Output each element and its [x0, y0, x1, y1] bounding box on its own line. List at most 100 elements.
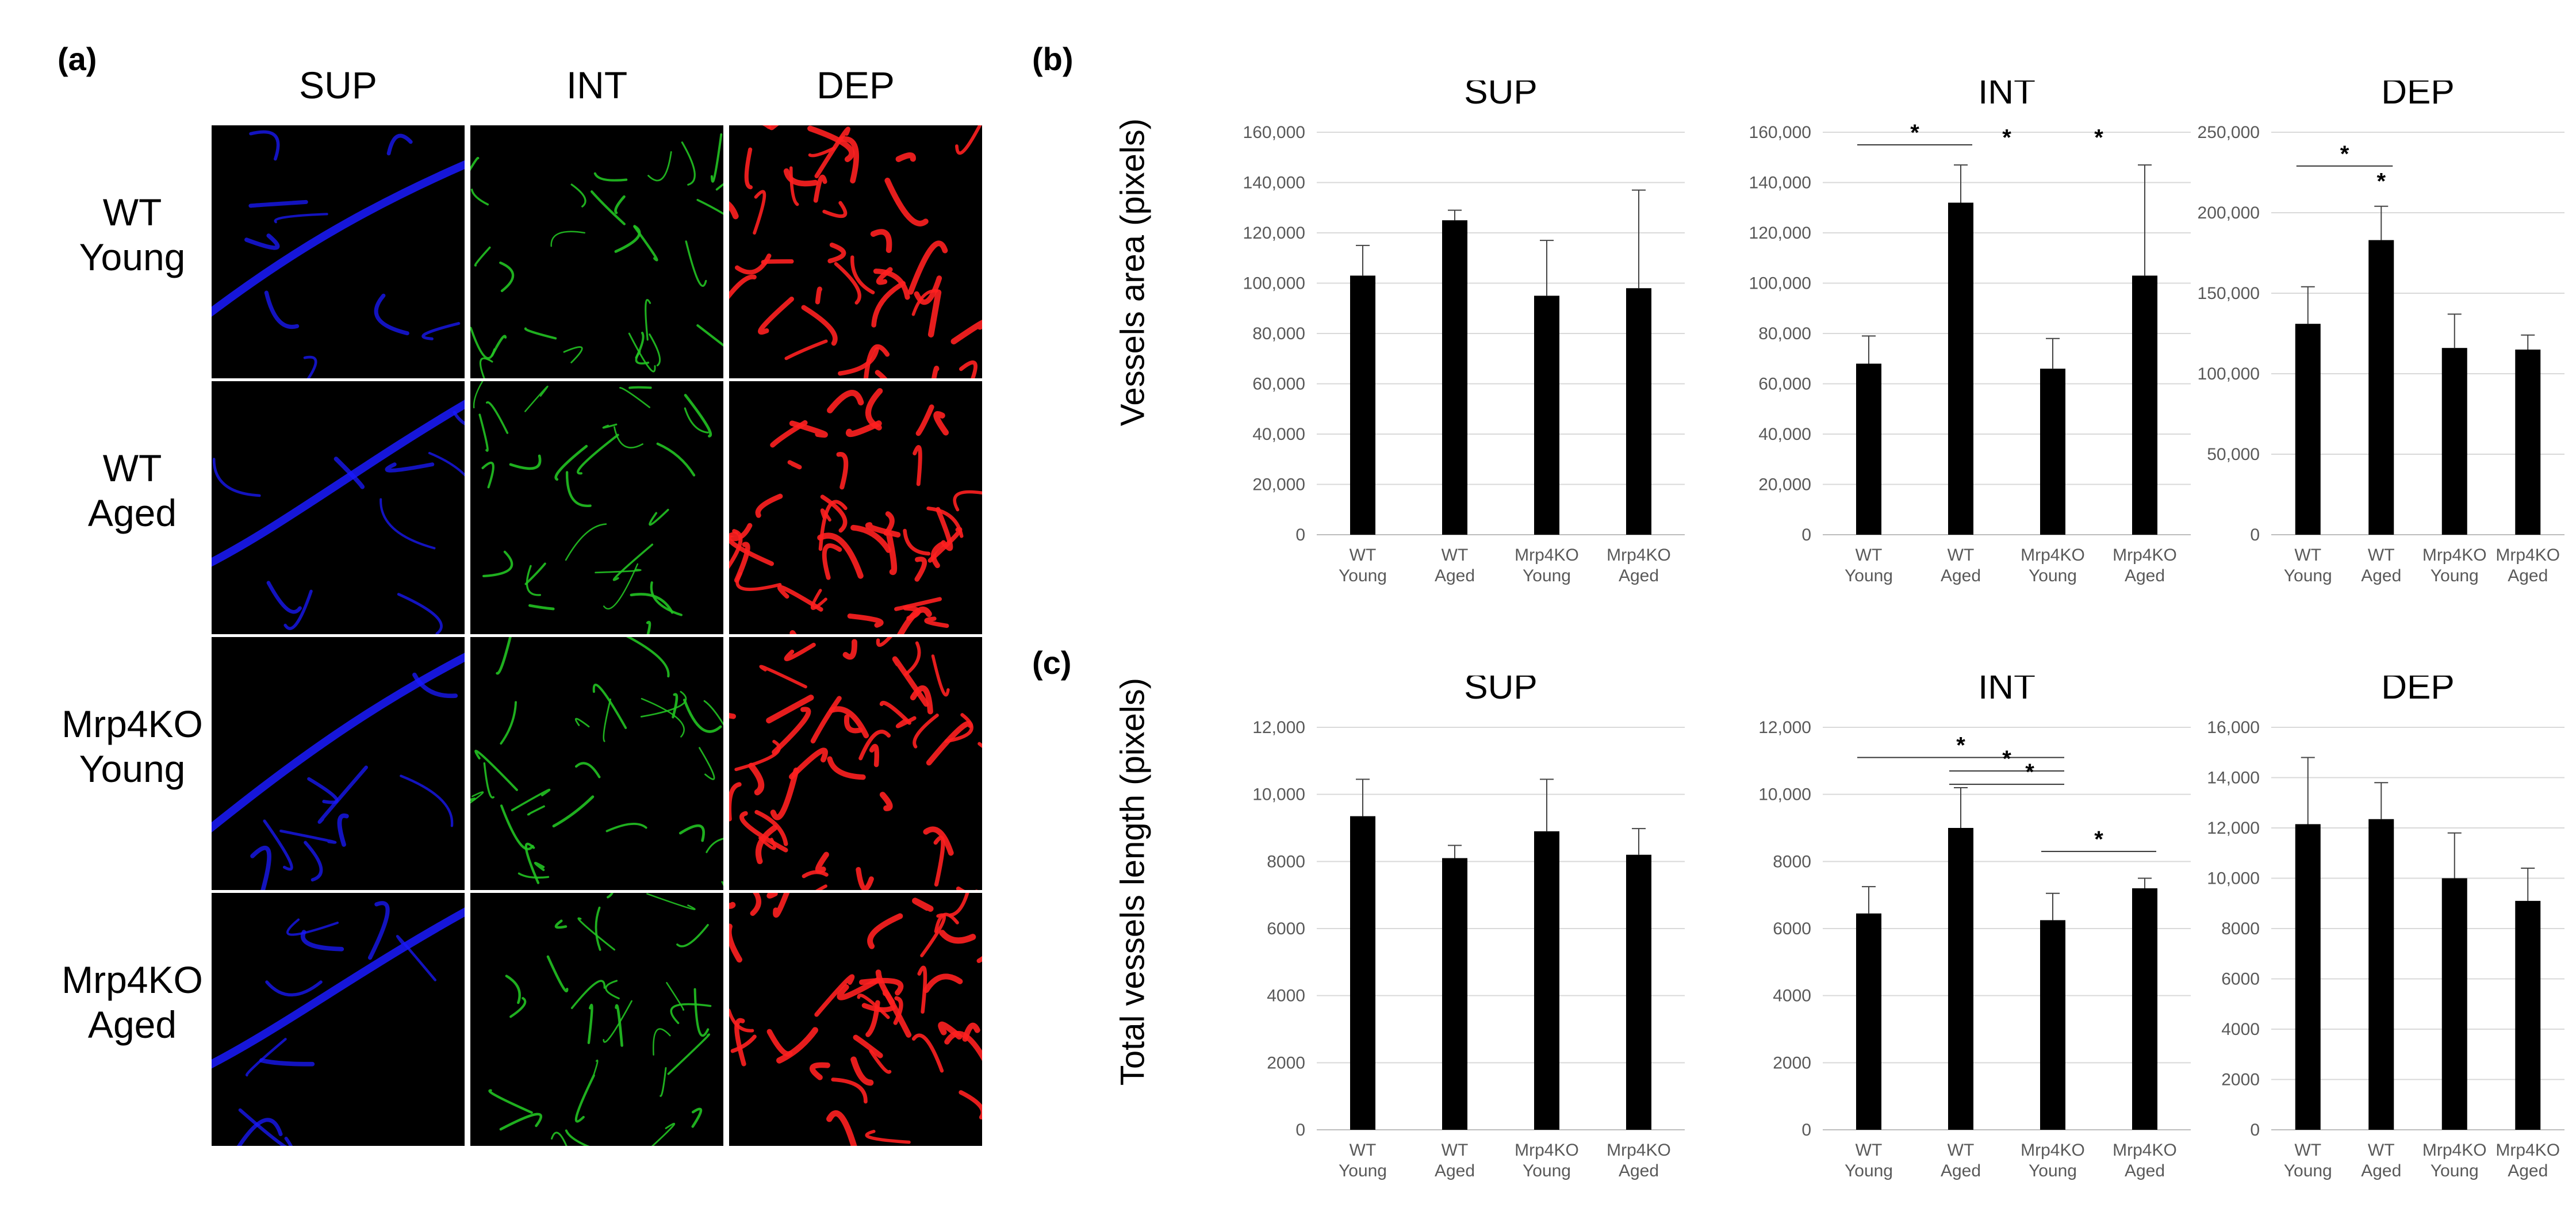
significance-star: *	[2376, 168, 2386, 194]
x-tick-label: WT	[2368, 546, 2395, 565]
bar	[2132, 275, 2157, 535]
y-tick-label: 8000	[1773, 852, 1811, 871]
bar	[1626, 854, 1651, 1130]
x-tick-label: Aged	[2508, 566, 2548, 585]
y-tick-label: 8000	[1267, 852, 1305, 871]
y-tick-label: 80,000	[1252, 324, 1305, 343]
x-tick-label: Aged	[2361, 566, 2401, 585]
bar	[2295, 824, 2321, 1130]
row-label-line: Mrp4KO	[62, 703, 203, 745]
x-tick-label: Mrp4KO	[1607, 1141, 1671, 1160]
significance-star: *	[1910, 120, 1919, 145]
x-tick-label: Mrp4KO	[2021, 546, 2085, 565]
significance-star: *	[2094, 125, 2103, 151]
bar	[1856, 913, 1881, 1130]
x-tick-label: Mrp4KO	[2422, 546, 2487, 565]
chart-title: SUP	[1464, 676, 1537, 707]
chart-c-int: INT0200040006000800010,00012,000WTYoungW…	[1758, 676, 2191, 1180]
bar	[1534, 296, 1559, 535]
x-tick-label: WT	[1350, 1141, 1377, 1160]
row-label-mrp4ko-aged: Mrp4KO Aged	[57, 957, 207, 1047]
chart-title: DEP	[2381, 676, 2454, 707]
significance-star: *	[2002, 746, 2011, 772]
x-tick-label: WT	[2294, 1141, 2321, 1160]
y-tick-label: 16,000	[2207, 718, 2260, 737]
bar	[1442, 858, 1467, 1130]
x-tick-label: WT	[1350, 546, 1377, 565]
y-tick-label: 160,000	[1243, 123, 1305, 142]
x-tick-label: Young	[2284, 566, 2332, 585]
column-header-sup: SUP	[299, 64, 377, 106]
chart-b-int: INT 0 20,000 40,000 60,000 80,000 100,000 120,0…	[1749, 80, 2191, 585]
x-tick-label: Mrp4KO	[2496, 1141, 2560, 1160]
y-tick-label: 100,000	[2198, 365, 2260, 383]
panel-label-a: (a)	[57, 41, 97, 77]
chart-c-sup: SUP0200040006000800010,00012,000WTYoungW…	[1252, 676, 1685, 1180]
bar	[1856, 363, 1881, 535]
x-tick-label: Young	[1339, 1161, 1387, 1180]
chart-title: SUP	[1464, 80, 1537, 112]
chart-title: DEP	[2381, 80, 2454, 112]
bar	[1948, 828, 1973, 1130]
significance-star: *	[2025, 760, 2034, 785]
y-tick-label: 20,000	[1252, 475, 1305, 494]
x-tick-label: Aged	[1435, 1161, 1475, 1180]
y-tick-label: 200,000	[2198, 204, 2260, 223]
x-tick-label: WT	[1948, 546, 1975, 565]
x-tick-label: WT	[1442, 1141, 1469, 1160]
row-label-line: Mrp4KO	[62, 958, 203, 1001]
y-tick-label: 2000	[1773, 1053, 1811, 1072]
y-tick-label: 12,000	[2207, 819, 2260, 838]
y-tick-label: 20,000	[1758, 475, 1811, 494]
micrograph-int-row4	[470, 893, 723, 1146]
micrograph-sup-row2	[212, 381, 465, 634]
micrograph-dep-row4	[729, 893, 982, 1146]
y-tick-label: 0	[1801, 1121, 1811, 1140]
bar	[2040, 920, 2065, 1130]
significance-star: *	[2094, 827, 2103, 852]
y-tick-label: 50,000	[2207, 445, 2260, 464]
bar	[2368, 819, 2394, 1130]
y-tick-label: 100,000	[1243, 274, 1305, 293]
y-tick-label: 12,000	[1252, 718, 1305, 737]
x-tick-label: WT	[1856, 1141, 1883, 1160]
x-tick-label: Young	[2029, 566, 2077, 585]
x-tick-label: WT	[2294, 546, 2321, 565]
micrograph-dep-row2	[729, 381, 982, 634]
x-tick-label: Mrp4KO	[2021, 1141, 2085, 1160]
x-tick-label: Young	[2284, 1161, 2332, 1180]
y-axis-label-c: Total vessels length (pixels)	[1114, 677, 1152, 1086]
column-header-int: INT	[566, 64, 628, 106]
bar	[2515, 900, 2541, 1130]
y-tick-label: 8000	[2221, 919, 2260, 938]
y-tick-label: 120,000	[1243, 224, 1305, 243]
x-tick-label: Mrp4KO	[1607, 546, 1671, 565]
x-tick-label: Young	[2029, 1161, 2077, 1180]
row-label-wt-aged: WT Aged	[57, 446, 207, 535]
y-tick-label: 0	[1295, 526, 1305, 544]
bar	[1626, 288, 1651, 535]
x-tick-label: Aged	[2361, 1161, 2401, 1180]
x-tick-label: Young	[1523, 566, 1571, 585]
y-tick-label: 60,000	[1758, 375, 1811, 394]
x-tick-label: Young	[2431, 566, 2479, 585]
x-tick-label: Mrp4KO	[2422, 1141, 2487, 1160]
bar	[1442, 220, 1467, 535]
y-tick-label: 140,000	[1243, 174, 1305, 193]
y-tick-label: 14,000	[2207, 769, 2260, 788]
x-tick-label: WT	[1948, 1141, 1975, 1160]
micrograph-dep-row3	[729, 637, 982, 890]
y-tick-label: 2000	[2221, 1071, 2260, 1090]
significance-star: *	[2340, 141, 2349, 167]
y-tick-label: 4000	[2221, 1020, 2260, 1039]
x-tick-label: WT	[2368, 1141, 2395, 1160]
y-tick-label: 4000	[1773, 987, 1811, 1006]
significance-star: *	[2002, 125, 2011, 151]
y-tick-label: 2000	[1267, 1053, 1305, 1072]
x-tick-label: WT	[1442, 546, 1469, 565]
panel-label-c: (c)	[1032, 645, 1072, 681]
chart-c-dep: DEP 0 2000 4000 6000 8000 10,000 12,000 14,000 16…	[2207, 676, 2564, 1180]
y-tick-label: 100,000	[1749, 274, 1811, 293]
y-tick-label: 250,000	[2198, 123, 2260, 142]
x-tick-label: Young	[1845, 1161, 1893, 1180]
